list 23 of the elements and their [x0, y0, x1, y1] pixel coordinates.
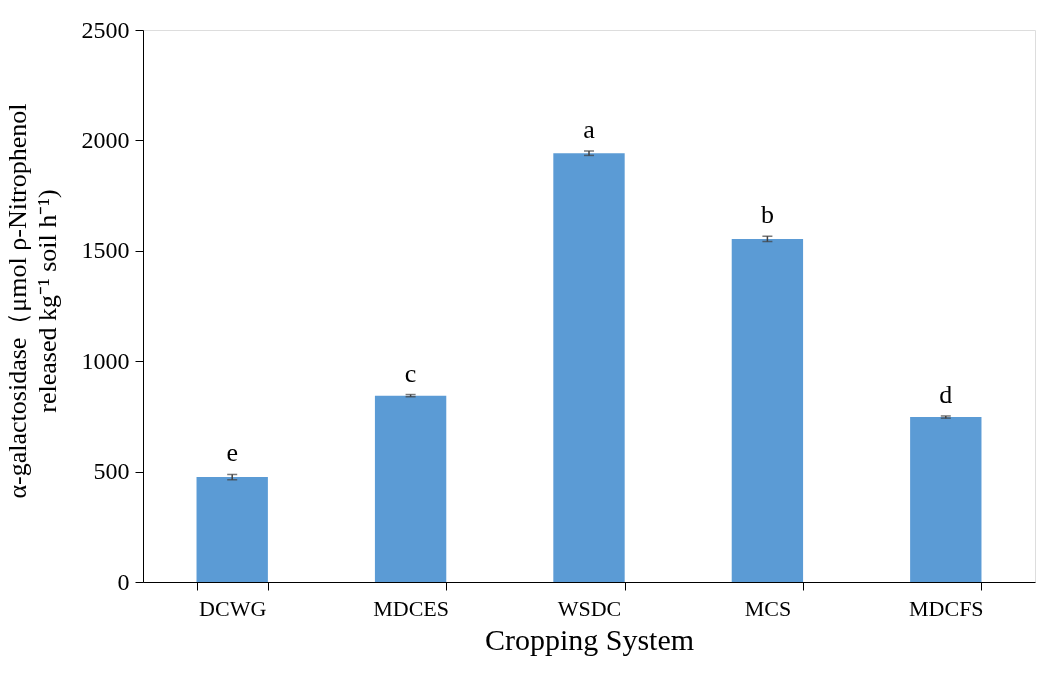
bar	[731, 238, 804, 582]
x-tick-label: WSDC	[557, 595, 622, 621]
y-tick-label: 2000	[81, 126, 130, 153]
x-axis-title: Cropping System	[484, 622, 695, 656]
annotation: c	[404, 358, 417, 388]
y-tick-label: 500	[93, 458, 130, 485]
bar	[374, 395, 447, 582]
x-tick-label: DCWG	[199, 595, 267, 621]
y-tick-label: 1000	[81, 347, 130, 374]
bar	[553, 153, 625, 582]
annotation: e	[226, 438, 238, 468]
y-tick-label: 0	[117, 568, 130, 595]
x-tick-label: MDCES	[373, 595, 449, 621]
annotation: d	[939, 379, 953, 409]
annotation: b	[760, 200, 774, 230]
bar	[196, 477, 268, 582]
y-axis-title: α-galactosidase（μmol ρ-Nitrophenol released kg⁻¹ soil h⁻¹)	[3, 103, 62, 499]
x-tick-label: MCS	[744, 595, 792, 621]
annotation: a	[583, 115, 596, 144]
x-tick-label: MDCFS	[909, 595, 984, 621]
bar	[910, 417, 982, 582]
y-tick-label: 1500	[81, 237, 130, 264]
y-tick-label: 2500	[81, 16, 130, 43]
